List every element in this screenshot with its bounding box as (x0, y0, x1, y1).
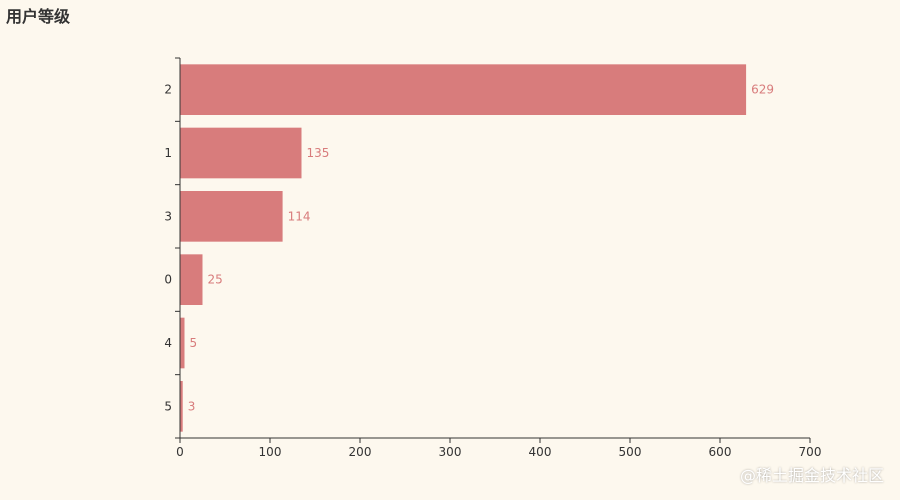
chart-title: 用户等级 (6, 7, 71, 26)
y-tick-label-0: 0 (164, 273, 172, 287)
bar-3 (180, 191, 283, 242)
data-label-4: 5 (190, 336, 198, 350)
x-tick-label-300: 300 (439, 445, 462, 459)
x-tick-label-0: 0 (176, 445, 184, 459)
data-label-3: 114 (288, 209, 311, 223)
data-label-0: 25 (208, 273, 223, 287)
bar-4 (180, 317, 185, 369)
bar-1 (180, 127, 302, 179)
x-tick-label-400: 400 (529, 445, 552, 459)
y-tick-label-4: 4 (164, 336, 172, 350)
y-tick-label-1: 1 (164, 146, 172, 160)
x-tick-label-200: 200 (349, 445, 372, 459)
bar-0 (180, 254, 203, 305)
watermark: @稀土掘金技术社区 (739, 466, 884, 485)
x-tick-label-600: 600 (709, 445, 732, 459)
data-label-2: 629 (751, 83, 774, 97)
y-tick-label-3: 3 (164, 209, 172, 223)
x-tick-label-700: 700 (799, 445, 822, 459)
y-tick-label-5: 5 (164, 399, 172, 413)
bar-2 (180, 64, 747, 115)
y-tick-label-2: 2 (164, 83, 172, 97)
x-tick-label-100: 100 (259, 445, 282, 459)
data-label-5: 3 (188, 399, 196, 413)
bar-5 (180, 381, 183, 432)
x-tick-label-500: 500 (619, 445, 642, 459)
data-label-1: 135 (307, 146, 330, 160)
